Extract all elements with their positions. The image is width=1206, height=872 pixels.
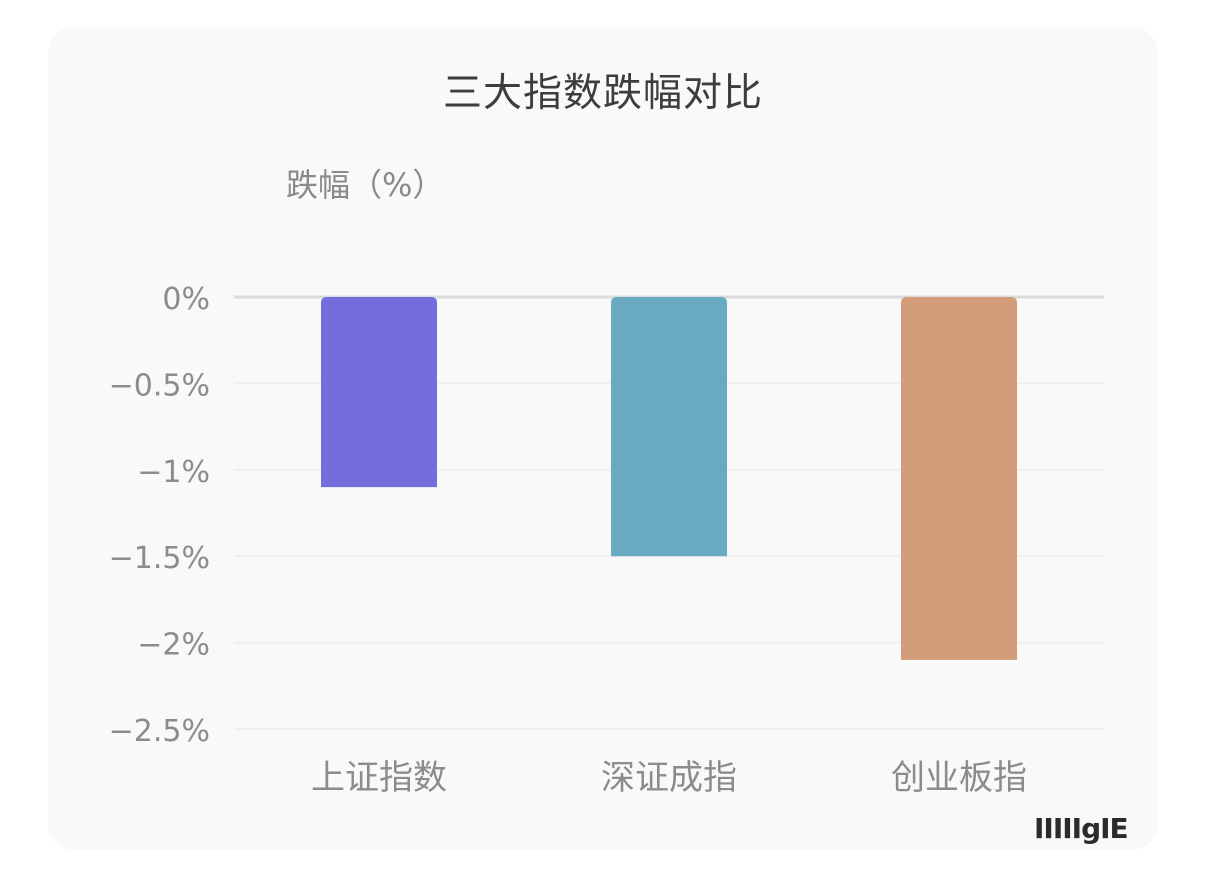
y-tick-label: −1% <box>137 455 210 490</box>
x-tick-label: 创业板指 <box>891 758 1027 798</box>
y-tick-label: −0.5% <box>109 368 210 403</box>
x-tick-label: 深证成指 <box>601 758 737 798</box>
x-tick-label: 上证指数 <box>311 758 447 798</box>
y-tick-label: −1.5% <box>109 541 210 576</box>
bar <box>611 297 727 557</box>
y-axis-label: 跌幅（%） <box>286 166 445 204</box>
watermark-logo: IIIIIgIE <box>1034 812 1129 845</box>
chart-title: 三大指数跌幅对比 <box>442 71 763 116</box>
y-tick-label: −2.5% <box>109 714 210 749</box>
y-tick-label: 0% <box>162 282 210 317</box>
bar <box>901 297 1017 660</box>
y-tick-label: −2% <box>137 628 210 663</box>
bar <box>321 297 437 488</box>
